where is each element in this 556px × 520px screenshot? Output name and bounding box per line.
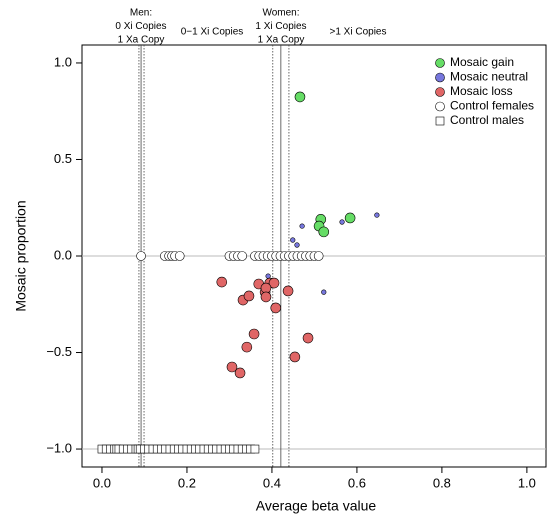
y-tick-label: 1.0 <box>54 54 72 69</box>
region-label: Men: <box>130 8 152 19</box>
legend-label: Mosaic gain <box>450 55 514 69</box>
point <box>216 276 228 288</box>
x-tick-label: 0.0 <box>93 475 111 490</box>
point <box>136 251 146 261</box>
legend-marker <box>435 116 445 126</box>
point <box>344 212 356 224</box>
region-label: 1 Xa Copy <box>258 35 305 46</box>
x-tick-label: 0.2 <box>178 475 196 490</box>
point <box>321 289 327 295</box>
point <box>234 367 246 379</box>
legend-marker <box>435 72 445 83</box>
y-tick-label: −1.0 <box>46 440 72 455</box>
x-tick-label: 0.8 <box>433 475 451 490</box>
region-label: Women: <box>262 8 299 19</box>
point <box>302 332 314 344</box>
y-tick-label: −0.5 <box>46 344 72 359</box>
x-axis-title: Average beta value <box>256 498 377 514</box>
point <box>313 251 324 261</box>
point <box>290 237 296 243</box>
region-label: 1 Xi Copies <box>255 21 306 32</box>
y-axis-title: Mosaic proportion <box>13 200 29 311</box>
legend-marker <box>435 58 445 68</box>
point <box>289 351 301 363</box>
region-label: 1 Xa Copy <box>118 35 165 46</box>
point <box>318 226 330 238</box>
point <box>260 282 272 294</box>
legend-marker <box>435 101 445 112</box>
point <box>294 91 306 103</box>
point <box>248 328 260 340</box>
x-tick-label: 0.6 <box>348 475 366 490</box>
x-tick-label: 0.4 <box>263 475 281 490</box>
point <box>374 212 380 218</box>
point <box>265 273 271 279</box>
point <box>174 251 185 261</box>
point <box>339 219 345 225</box>
point <box>270 302 282 314</box>
point <box>282 285 294 297</box>
point <box>243 290 255 302</box>
point <box>241 341 253 353</box>
legend-label: Control males <box>450 113 524 127</box>
point <box>294 242 300 248</box>
region-label: >1 Xi Copies <box>330 27 387 38</box>
x-tick-label: 1.0 <box>518 475 536 490</box>
point <box>250 444 260 454</box>
point <box>268 277 280 289</box>
point <box>237 251 247 261</box>
y-tick-label: 0.5 <box>54 151 72 166</box>
point <box>299 223 305 229</box>
point <box>226 361 238 373</box>
region-label: 0 Xi Copies <box>115 21 166 32</box>
point <box>260 291 272 303</box>
legend-marker <box>435 87 445 97</box>
legend-label: Mosaic loss <box>450 84 513 98</box>
legend-label: Mosaic neutral <box>450 70 528 84</box>
y-tick-label: 0.0 <box>54 247 72 262</box>
region-label: 0−1 Xi Copies <box>181 27 244 38</box>
legend-label: Control females <box>450 99 534 113</box>
